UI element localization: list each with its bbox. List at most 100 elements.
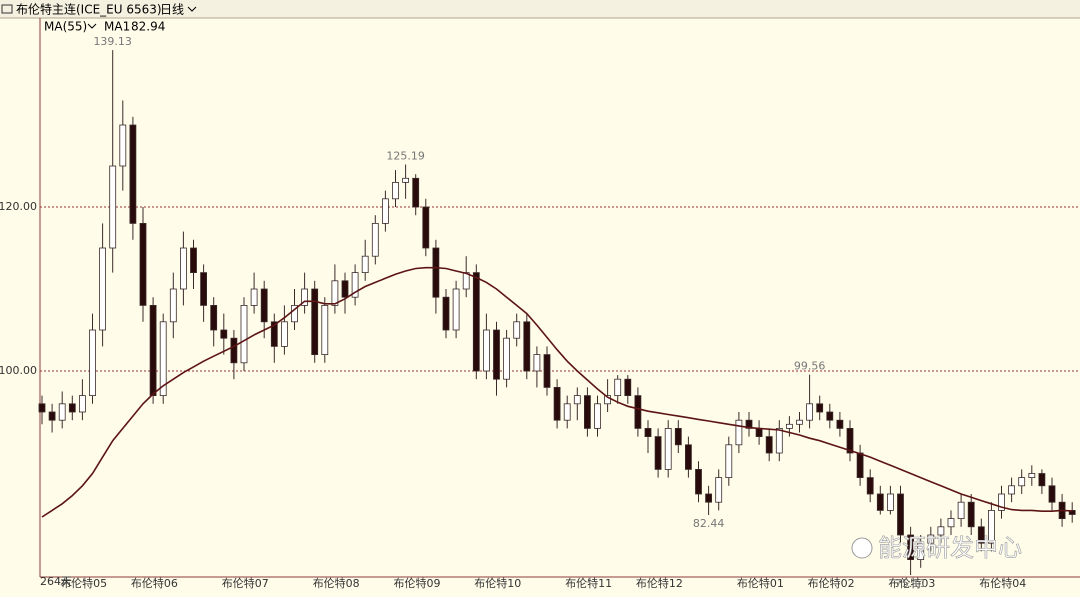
indicator-chevron[interactable]	[87, 23, 97, 29]
x-tick-label: 布伦特05	[60, 576, 107, 590]
candle-body	[361, 255, 369, 274]
candle-body	[644, 428, 652, 438]
period-selector[interactable]: 日线	[160, 3, 184, 17]
candle-body	[806, 403, 813, 421]
candle-body	[977, 526, 985, 544]
period-chevron[interactable]	[187, 6, 197, 12]
x-tick-label: 布伦特09	[394, 576, 441, 590]
candle-body	[594, 403, 601, 429]
candle-body	[139, 223, 147, 306]
candle-body	[402, 177, 410, 183]
x-tick-label: 布伦特04	[979, 576, 1026, 590]
toolbar	[0, 0, 1080, 18]
candle-body	[1048, 485, 1056, 503]
watermark: 能源研发中心	[878, 534, 1022, 562]
candle-body	[957, 501, 965, 520]
candle-body	[38, 403, 46, 413]
candle-body	[99, 247, 106, 331]
candle-body	[109, 165, 117, 249]
candle-body	[381, 198, 389, 224]
candle-body	[301, 288, 309, 306]
candle-body	[220, 329, 228, 339]
x-tick-label: 布伦特08	[313, 576, 360, 590]
candle-body	[280, 321, 288, 347]
candle-body	[351, 272, 359, 298]
candle-body	[422, 206, 430, 249]
candle-body	[270, 321, 278, 347]
candle-body	[472, 272, 480, 372]
candle-body	[967, 501, 975, 528]
indicator-name[interactable]: MA(55)	[44, 20, 87, 34]
candle-body	[705, 493, 712, 503]
candle-body	[775, 428, 783, 454]
candle-body	[927, 534, 935, 544]
candle-body	[89, 329, 96, 397]
candle-body	[573, 395, 581, 405]
menu-icon[interactable]	[1, 4, 13, 14]
candle-body	[998, 493, 1005, 511]
ma-legend-value: 82.94	[131, 20, 165, 34]
x-tick-label: 布伦特06	[131, 576, 178, 590]
candle-body	[887, 493, 894, 511]
candle-body	[947, 518, 955, 528]
candle-body	[786, 423, 793, 429]
candle-body	[493, 329, 500, 380]
low-annotation: 75.11	[895, 577, 927, 590]
candle-body	[68, 403, 76, 413]
candle-body	[584, 395, 591, 429]
candle-body	[876, 493, 884, 511]
x-tick-label: 布伦特03	[888, 576, 935, 590]
candle-body	[1008, 485, 1015, 495]
candle-body	[685, 444, 692, 470]
candle-body	[503, 337, 511, 380]
candle-body	[917, 542, 925, 561]
candle-body	[291, 305, 298, 323]
x-tick-label: 布伦特01	[737, 576, 784, 590]
candle-body	[715, 477, 723, 503]
candle-body	[856, 452, 864, 479]
candle-body	[755, 428, 763, 438]
candle-body	[533, 354, 541, 372]
x-tick-label: 布伦特11	[565, 576, 612, 590]
y-tick-label: 100.00	[0, 364, 37, 377]
candle-body	[553, 387, 561, 421]
candle-body	[200, 272, 208, 306]
candle-body	[735, 419, 743, 446]
ma-line	[41, 266, 1073, 518]
candle-body	[563, 403, 571, 421]
high-annotation: 139.13	[93, 35, 132, 48]
candle-body	[654, 436, 662, 470]
candle-body	[836, 419, 844, 429]
candle-body	[846, 428, 854, 454]
candle-body	[159, 321, 167, 397]
candle-body	[1018, 477, 1026, 487]
candle-body	[897, 493, 904, 536]
candle-body	[58, 403, 66, 421]
candle-body	[695, 469, 702, 495]
candle-body	[230, 337, 238, 364]
candle-body	[513, 321, 521, 339]
candle-body	[614, 378, 622, 397]
candle-body	[169, 288, 177, 323]
candle-body	[179, 247, 187, 290]
low-annotation: 82.44	[693, 517, 725, 530]
candle-body	[1038, 473, 1046, 487]
y-tick-label: 120.00	[0, 200, 37, 213]
high-annotation: 99.56	[794, 360, 826, 373]
candle-body	[482, 329, 490, 372]
candle-body	[452, 288, 460, 331]
candle-body	[604, 395, 611, 405]
plot: 100.00 120.00 布伦特05 布伦特06 布伦特07 布伦特08 布伦特09 布伦特…	[0, 35, 1080, 590]
candle-body	[250, 288, 258, 306]
candle-body	[260, 288, 268, 323]
candle-body	[311, 288, 319, 356]
candle-body	[866, 477, 874, 495]
candle-body	[371, 223, 379, 257]
candle-body	[907, 534, 914, 561]
candle-body	[321, 305, 329, 356]
symbol-title[interactable]: 布伦特主连(ICE_EU 6563)	[16, 2, 162, 17]
candle-body	[210, 305, 218, 331]
candle-body	[341, 280, 349, 298]
candle-body	[796, 419, 803, 425]
